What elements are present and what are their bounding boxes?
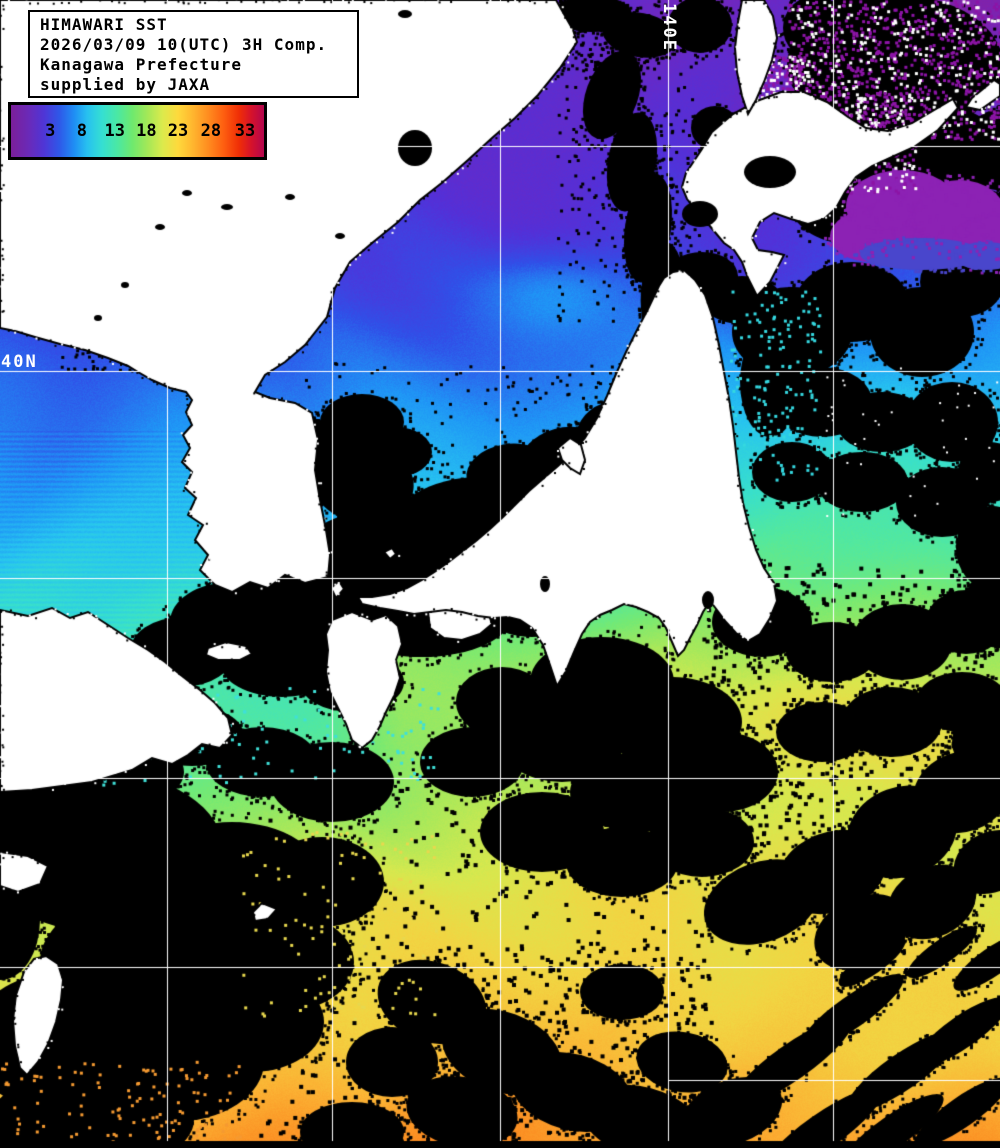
colorbar-tick: 33 <box>234 121 256 141</box>
colorbar-tick: 3 <box>45 121 56 141</box>
title-credit: supplied by JAXA <box>40 75 211 94</box>
title-product: HIMAWARI SST <box>40 15 168 34</box>
colorbar-tick: 13 <box>104 121 125 141</box>
title-datetime: 2026/03/09 10(UTC) 3H Comp. <box>40 35 328 54</box>
grid-label-40n: 40N <box>1 352 38 372</box>
title-box: HIMAWARI SST 2026/03/09 10(UTC) 3H Comp.… <box>28 10 359 98</box>
colorbar: 3 8 13 18 23 28 33 <box>8 102 267 160</box>
grid-label-140e: 140E <box>659 3 679 52</box>
colorbar-tick: 8 <box>76 121 87 141</box>
colorbar-tick: 18 <box>136 121 157 141</box>
colorbar-gradient <box>11 105 264 157</box>
colorbar-tick: 28 <box>200 121 222 141</box>
title-region: Kanagawa Prefecture <box>40 55 243 74</box>
colorbar-tick: 23 <box>167 121 189 141</box>
